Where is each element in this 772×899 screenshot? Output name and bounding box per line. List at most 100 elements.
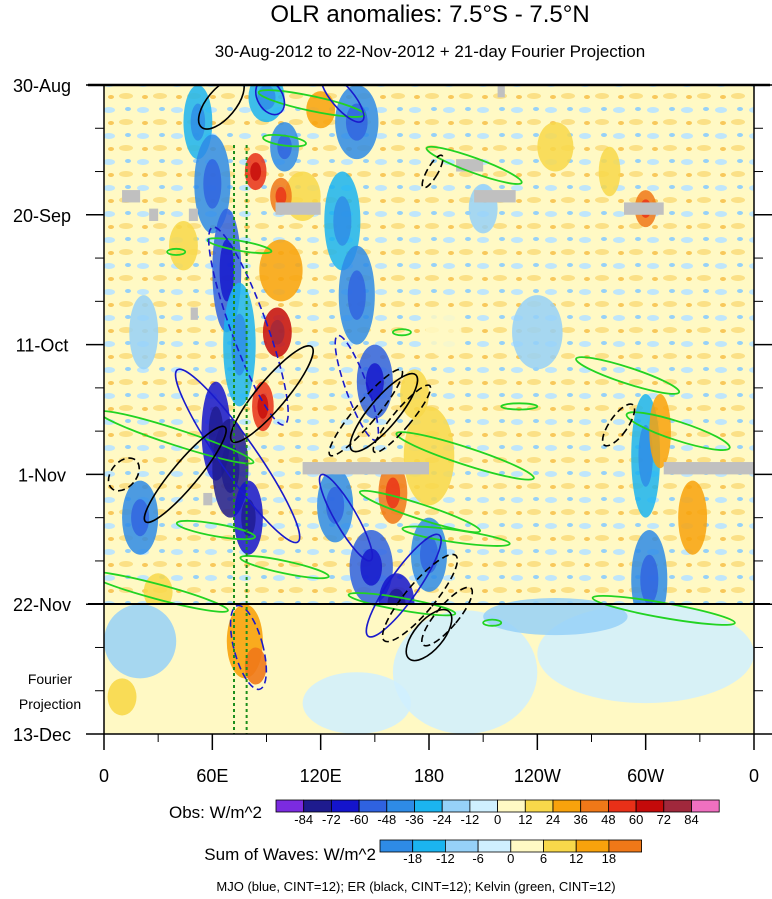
colorbar-tick-label: -6: [472, 851, 484, 866]
colorbar-tick-label: 48: [601, 812, 615, 827]
colorbar-tick-label: 6: [540, 851, 547, 866]
colorbar-tick-label: 36: [573, 812, 587, 827]
missing-data-patch: [497, 85, 505, 98]
anomaly-blob: [169, 220, 198, 271]
colorbar-swatch: [330, 799, 360, 813]
colorbar-tick-label: 72: [657, 812, 671, 827]
er-contour: [381, 553, 459, 643]
wave-contour-caption: MJO (blue, CINT=12); ER (black, CINT=12)…: [216, 879, 615, 894]
kelvin-contour: [206, 237, 273, 255]
missing-data-patch: [203, 492, 213, 506]
anomaly-blob: [512, 295, 563, 370]
obs-colorbar: -84 -72 -60 -48 -36 -24 -12 0 12 24 36 48 60 72 84: [275, 799, 720, 827]
anomaly-core: [326, 486, 345, 524]
anomaly-blob: [537, 122, 574, 172]
anomaly-blob: [598, 146, 621, 197]
colorbar-tick-label: -60: [350, 812, 369, 827]
anomaly-core: [241, 499, 256, 537]
colorbar-tick-label: 60: [629, 812, 643, 827]
x-tick-label: 0: [99, 766, 109, 786]
colorbar-swatch: [497, 799, 526, 813]
colorbar-swatch: [580, 799, 609, 813]
x-tick-label: 0: [749, 766, 759, 786]
colorbar-tick-label: -72: [322, 812, 341, 827]
colorbar-swatch: [608, 839, 643, 853]
y-tick-label: 11-Oct: [16, 336, 69, 356]
anomaly-core: [203, 159, 222, 209]
projection-blob: [392, 610, 538, 734]
anomaly-blob: [259, 239, 303, 302]
er-contour: [143, 425, 227, 524]
x-tick-label: 60E: [196, 766, 228, 786]
kelvin-contour: [625, 411, 731, 451]
er-contour: [601, 403, 636, 447]
y-axis: 30-Aug 20-Sep 11-Oct 1-Nov 22-Nov 13-Dec: [13, 76, 772, 745]
kelvin-contour: [391, 328, 412, 337]
kelvin-contour: [257, 89, 366, 118]
colorbar-tick-label: 18: [602, 851, 616, 866]
colorbar-tick-label: -12: [461, 812, 480, 827]
colorbar-swatch: [469, 799, 498, 813]
colorbar-tick-label: -12: [436, 851, 455, 866]
missing-data-patch: [663, 462, 754, 475]
anomaly-core: [640, 554, 659, 605]
anomaly-blob: [425, 307, 462, 357]
anomaly-blob: [400, 369, 429, 419]
colorbar-swatch: [510, 839, 544, 853]
projection-blob: [483, 598, 628, 636]
kelvin-contour: [395, 431, 535, 481]
anomaly-core: [385, 477, 401, 509]
missing-data-patch: [624, 202, 664, 215]
kelvin-contour: [104, 410, 255, 465]
missing-data-patch: [122, 190, 141, 203]
missing-data-patch: [302, 462, 429, 475]
colorbar-swatch: [386, 799, 415, 813]
anomaly-core: [270, 319, 285, 345]
missing-data-patch: [188, 208, 198, 221]
mjo-contour: [365, 533, 442, 638]
anomaly-core: [221, 443, 240, 493]
colorbar-tick-label: 0: [494, 812, 501, 827]
kelvin-contour: [575, 356, 681, 395]
y-tick-label: 22-Nov: [13, 595, 71, 615]
mjo-contour: [320, 85, 365, 123]
projection-blob: [107, 678, 137, 716]
colorbar-swatch: [552, 799, 582, 813]
y-tick-label: 20-Sep: [13, 206, 71, 226]
missing-data-patch: [149, 208, 159, 221]
er-contour: [372, 384, 432, 454]
er-contour: [328, 368, 404, 457]
er-contour: [349, 372, 419, 453]
er-contour: [197, 85, 245, 130]
anomaly-core: [333, 196, 352, 246]
anomaly-core: [190, 103, 206, 141]
projection-blob: [302, 672, 411, 734]
projection-field: [104, 598, 754, 734]
kelvin-contour: [347, 592, 457, 617]
mjo-contour: [254, 85, 286, 116]
plot-area: [104, 85, 754, 734]
colorbar-tick-label: 24: [546, 812, 560, 827]
kelvin-contour: [262, 133, 307, 148]
kelvin-contour: [401, 525, 511, 547]
anomaly-blob: [129, 295, 159, 370]
anomaly-core: [275, 186, 287, 206]
colorbar-swatch: [303, 799, 332, 813]
mjo-contour: [207, 226, 289, 426]
kelvin-contour: [239, 555, 330, 580]
anomaly-core: [219, 239, 234, 302]
anomaly-core: [638, 424, 653, 487]
x-tick-label: 60W: [627, 766, 664, 786]
kelvin-contour: [166, 247, 187, 256]
anomaly-core: [131, 499, 150, 537]
missing-data-patch: [275, 202, 321, 215]
colorbar-tick-label: -84: [294, 812, 313, 827]
er-contour: [405, 608, 453, 662]
kelvin-contour: [358, 489, 482, 534]
colorbar-swatch: [414, 799, 443, 813]
kelvin-contour: [425, 145, 523, 185]
wave-contours: [104, 85, 736, 691]
kelvin-contour: [482, 618, 503, 627]
colorbar-tick-label: -24: [433, 812, 452, 827]
